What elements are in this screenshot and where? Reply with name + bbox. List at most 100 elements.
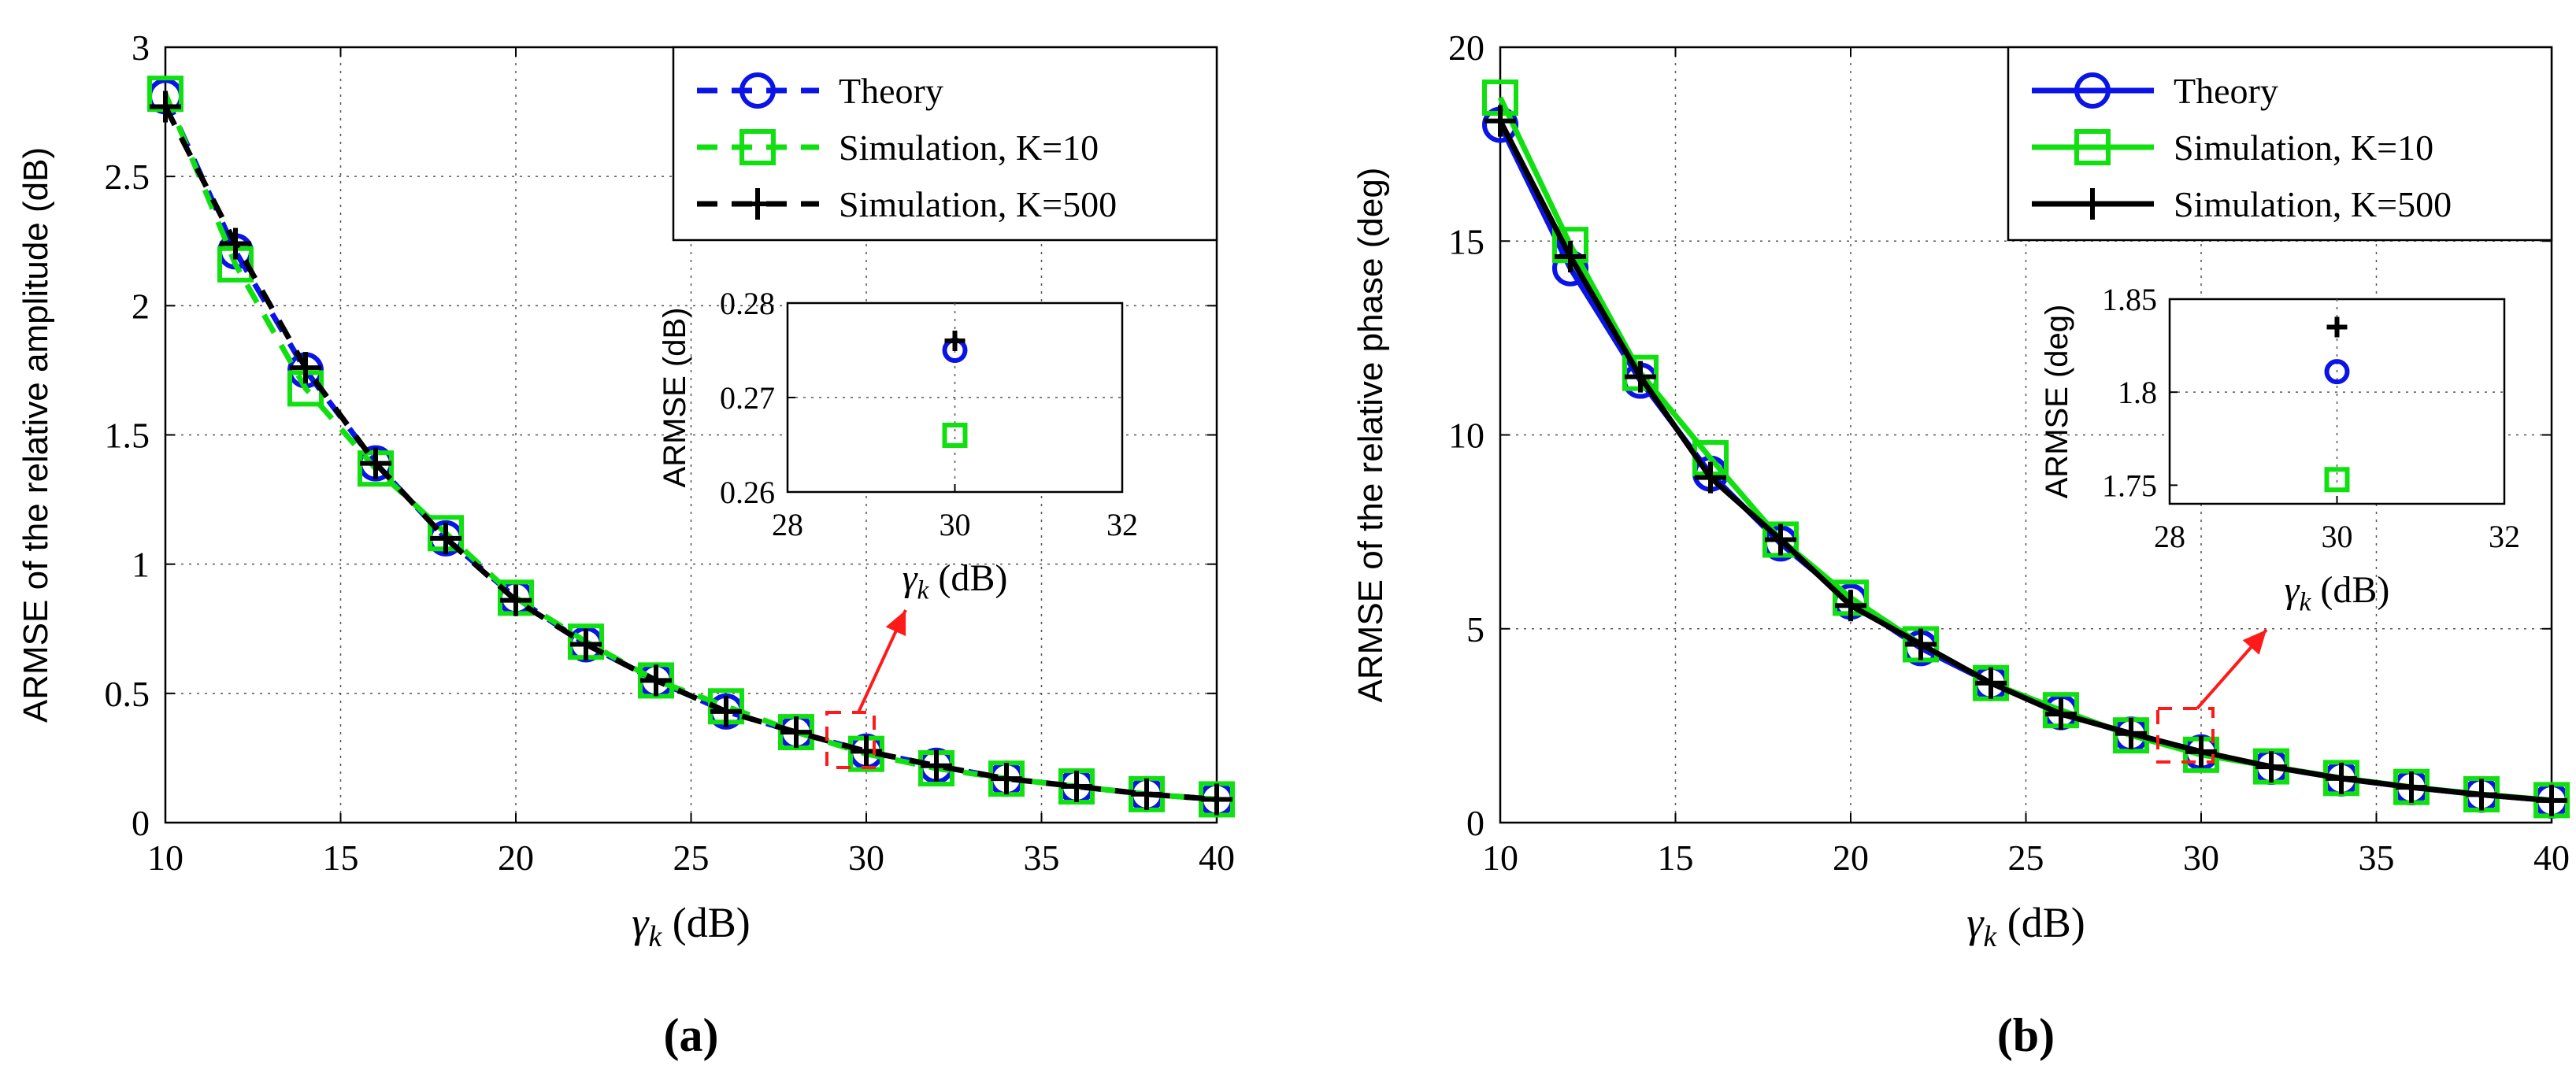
x-tick-label: 15 (1658, 838, 1694, 878)
inset-point-sim10 (2324, 467, 2350, 493)
data-point-sim500 (2396, 771, 2427, 804)
y-tick-label: 2.5 (105, 157, 150, 197)
inset-x-tick-label: 30 (2322, 519, 2353, 554)
x-tick-label: 10 (1482, 838, 1518, 878)
legend-label-theory: Theory (839, 71, 943, 111)
data-point-sim500 (2185, 735, 2217, 768)
data-point-sim500 (1765, 523, 1796, 556)
data-point-sim500 (1975, 667, 2007, 699)
data-point-sim500 (570, 628, 602, 660)
inset-plot: 28 30 32 1.75 1.8 1.85 ARMSE (deg) γk (dB) (2040, 282, 2520, 617)
x-tick-label: 25 (2008, 838, 2044, 878)
legend (2007, 46, 2553, 242)
inset-x-axis-label: γk (dB) (903, 557, 1008, 605)
inset-x-tick-label: 32 (1106, 507, 1138, 542)
inset-y-tick-label: 1.75 (2102, 468, 2157, 503)
inset-x-tick-label: 32 (2489, 519, 2520, 554)
inset-y-tick-label: 0.28 (720, 286, 775, 321)
data-point-sim500 (710, 695, 742, 727)
data-point-sim500 (2326, 762, 2357, 794)
inset-point-sim500 (944, 331, 966, 351)
zoom-region-box (825, 711, 876, 769)
data-point-sim500 (1905, 628, 1937, 660)
data-point-sim500 (2115, 717, 2147, 749)
y-axis-label: ARMSE of the relative amplitude (dB) (17, 147, 55, 723)
inset-y-axis-label: ARMSE (dB) (658, 308, 692, 488)
data-point-sim500 (1555, 240, 1586, 272)
y-tick-label: 10 (1448, 416, 1484, 456)
legend-marker-sim500 (2077, 188, 2108, 220)
y-tick-label: 0 (1466, 803, 1484, 843)
data-point-sim500 (1131, 778, 1162, 810)
legend-label-theory: Theory (2174, 71, 2278, 111)
inset-plot: 28 30 32 0.26 0.27 0.28 ARMSE (dB) γk (dB) (658, 286, 1138, 605)
x-tick-label: 10 (147, 838, 183, 878)
legend-marker-sim10 (739, 129, 776, 165)
inset-x-tick-label: 28 (772, 507, 803, 542)
inset-x-tick-label: 28 (2154, 519, 2185, 554)
data-point-sim500 (1484, 105, 1516, 137)
data-point-sim500 (780, 716, 812, 749)
x-tick-label: 30 (2183, 838, 2219, 878)
inset-point-theory (2324, 359, 2350, 385)
x-tick-label: 15 (323, 838, 359, 878)
zoom-arrow-head (885, 610, 906, 637)
inset-point-sim500 (2326, 316, 2348, 338)
legend-marker-theory (2074, 72, 2111, 109)
chart-panel-a: 10 15 20 25 30 35 40 0 0.5 1 1.5 2 2.5 3 γk (dB) ARMSE … (17, 28, 1235, 1061)
data-point-sim500 (2255, 751, 2287, 783)
legend-label-sim10: Simulation, K=10 (839, 128, 1099, 168)
legend-marker-theory (739, 72, 776, 109)
x-tick-label: 40 (1199, 838, 1235, 878)
y-axis-label: ARMSE of the relative phase (deg) (1351, 168, 1390, 703)
data-point-sim500 (2466, 779, 2497, 811)
data-point-sim500 (430, 522, 461, 554)
zoom-arrow-head (2242, 630, 2267, 655)
data-point-sim500 (1835, 590, 1866, 622)
x-tick-label: 30 (848, 838, 884, 878)
y-tick-label: 1 (132, 545, 150, 585)
panel-label: (b) (1997, 1009, 2055, 1061)
data-point-sim500 (360, 447, 391, 479)
legend-marker-sim10 (2074, 129, 2111, 165)
series-line-sim500 (1497, 119, 2552, 804)
chart-panel-b: 10 15 20 25 30 35 40 0 5 10 15 20 γk (dB) ARMSE of th… (1351, 28, 2570, 1061)
legend-label-sim500: Simulation, K=500 (2174, 184, 2452, 224)
data-point-sim500 (851, 735, 882, 768)
x-tick-label: 25 (673, 838, 710, 878)
y-tick-label: 3 (132, 28, 150, 68)
data-point-sim500 (640, 664, 672, 697)
legend-label-sim500: Simulation, K=500 (839, 184, 1117, 224)
inset-y-axis-label: ARMSE (deg) (2040, 305, 2074, 499)
y-tick-label: 15 (1448, 221, 1484, 261)
data-point-sim500 (991, 763, 1022, 795)
inset-point-sim10 (942, 423, 968, 448)
x-tick-label: 40 (2533, 838, 2570, 878)
x-tick-label: 20 (1833, 838, 1869, 878)
inset-y-tick-label: 1.85 (2102, 282, 2157, 317)
legend-label-sim10: Simulation, K=10 (2174, 128, 2433, 168)
data-point-sim500 (1695, 461, 1726, 494)
legend-marker-sim500 (742, 188, 773, 220)
data-point-sim500 (1061, 771, 1092, 803)
data-point-sim500 (921, 749, 952, 782)
y-tick-label: 20 (1448, 28, 1484, 68)
inset-x-tick-label: 30 (940, 507, 971, 542)
data-point-sim500 (290, 352, 321, 384)
series-line-sim500 (162, 105, 1218, 802)
data-point-sim500 (2536, 784, 2567, 816)
data-point-sim500 (2045, 698, 2077, 731)
x-axis-label: γk (dB) (1966, 899, 2085, 953)
data-point-sim500 (150, 91, 181, 123)
inset-x-axis-label: γk (dB) (2285, 569, 2390, 617)
inset-y-tick-label: 0.26 (720, 475, 775, 510)
y-tick-label: 0.5 (105, 674, 150, 714)
x-tick-label: 20 (498, 838, 534, 878)
x-tick-label: 35 (2359, 838, 2395, 878)
inset-y-tick-label: 0.27 (720, 380, 775, 416)
y-tick-label: 0 (132, 803, 150, 843)
zoom-region-box (2156, 707, 2215, 764)
y-tick-label: 1.5 (105, 416, 150, 456)
panel-label: (a) (664, 1009, 719, 1061)
